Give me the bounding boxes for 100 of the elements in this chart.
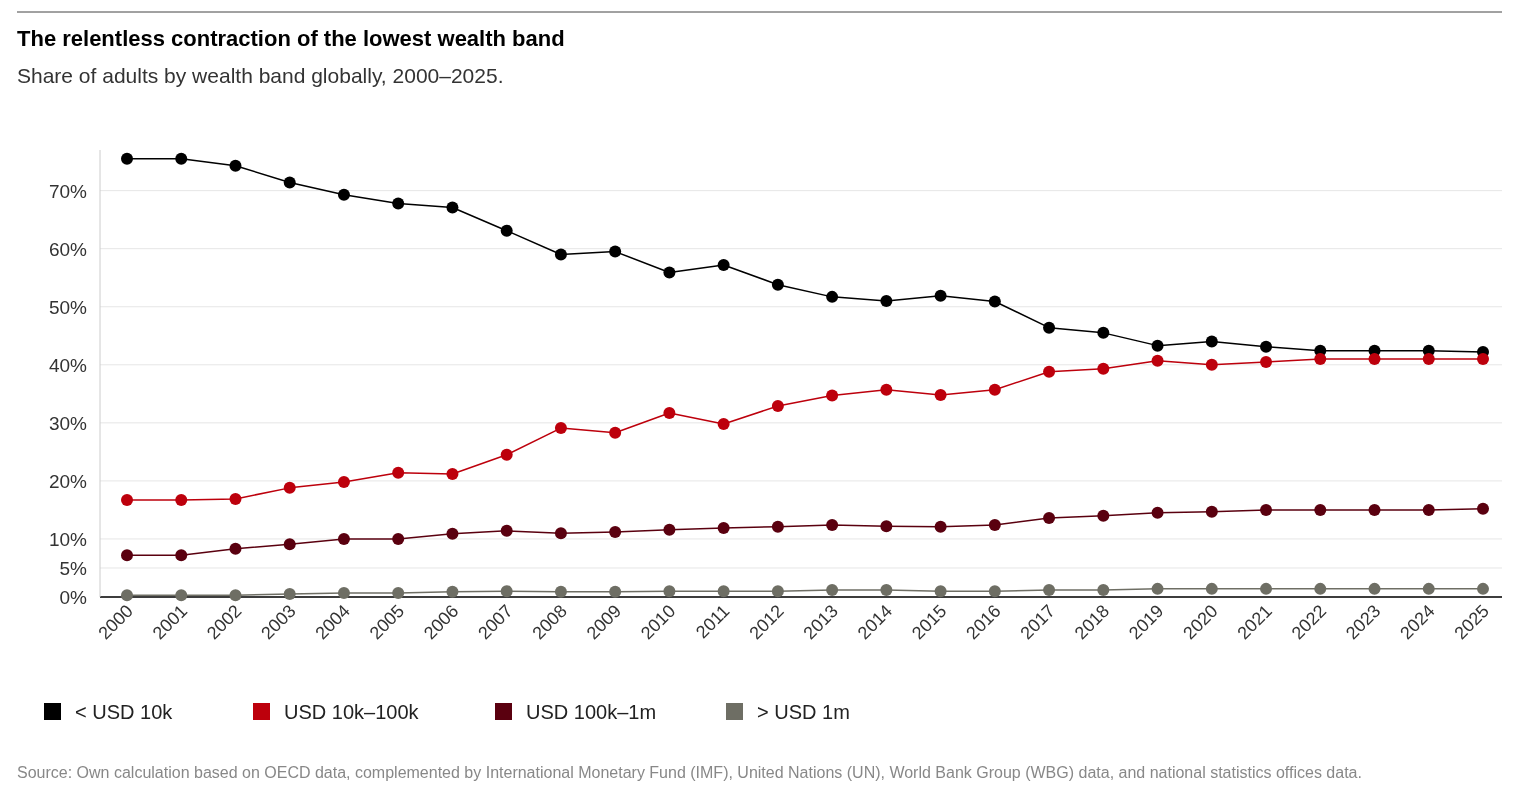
chart-title: The relentless contraction of the lowest wealth band	[17, 26, 565, 51]
point	[1368, 352, 1381, 365]
point	[1097, 326, 1110, 339]
point	[175, 549, 188, 562]
point	[826, 290, 839, 303]
point	[609, 245, 622, 258]
point	[446, 527, 459, 540]
point	[663, 585, 676, 598]
point	[663, 266, 676, 279]
y-tick-label: 40%	[48, 354, 88, 376]
point	[1477, 352, 1489, 365]
point	[1205, 505, 1218, 518]
point	[934, 585, 947, 598]
point	[175, 494, 188, 507]
point	[826, 519, 839, 532]
point	[1477, 502, 1489, 515]
legend-label: USD 100k–1m	[526, 701, 657, 723]
point	[121, 494, 133, 507]
point	[988, 383, 1001, 396]
point	[1151, 354, 1164, 367]
point	[229, 589, 242, 602]
point	[500, 448, 513, 461]
point	[717, 521, 730, 534]
point	[934, 388, 947, 401]
point	[826, 389, 839, 402]
legend-label: USD 10k–100k	[284, 701, 420, 723]
point	[1097, 584, 1110, 597]
point	[609, 426, 622, 439]
point	[554, 422, 567, 435]
point	[392, 197, 405, 210]
point	[934, 520, 947, 533]
y-tick-label: 20%	[48, 470, 88, 492]
point	[554, 585, 567, 598]
point	[1097, 362, 1110, 375]
point	[1043, 584, 1056, 597]
y-tick-label: 0%	[59, 587, 88, 608]
point	[1260, 355, 1273, 368]
point	[880, 584, 893, 597]
point	[229, 542, 242, 555]
point	[1205, 358, 1218, 371]
point	[771, 585, 784, 598]
point	[500, 524, 513, 537]
point	[880, 294, 893, 307]
y-tick-label: 60%	[48, 238, 88, 260]
point	[283, 538, 296, 551]
point	[229, 159, 242, 172]
point	[1422, 352, 1435, 365]
point	[988, 585, 1001, 598]
point	[175, 589, 188, 602]
point	[1422, 582, 1435, 595]
legend-label: < USD 10k	[75, 701, 174, 723]
point	[1205, 582, 1218, 595]
point	[500, 224, 513, 237]
point	[283, 481, 296, 494]
point	[771, 520, 784, 533]
point	[717, 585, 730, 598]
point	[663, 523, 676, 536]
point	[1368, 582, 1381, 595]
point	[717, 258, 730, 271]
point	[446, 467, 459, 480]
y-tick-label: 10%	[48, 528, 88, 550]
point	[1043, 365, 1056, 378]
point	[663, 406, 676, 419]
point	[175, 152, 188, 165]
point	[1260, 340, 1273, 353]
point	[229, 492, 242, 505]
point	[1260, 582, 1273, 595]
point	[609, 525, 622, 538]
legend-label: > USD 1m	[757, 701, 850, 723]
point	[826, 584, 839, 597]
source-note: Source: Own calculation based on OECD data, complemented by International Monetary Fund (IMF), United Nations (UN), World Bank Group (WBG) data, and national statistics offices data.	[17, 764, 1362, 781]
point	[121, 152, 133, 165]
point	[554, 527, 567, 540]
point	[609, 585, 622, 598]
point	[337, 532, 350, 545]
point	[988, 295, 1001, 308]
point	[880, 383, 893, 396]
point	[337, 476, 350, 489]
point	[1422, 503, 1435, 516]
point	[1477, 582, 1489, 595]
point	[1314, 582, 1327, 595]
point	[392, 532, 405, 545]
point	[717, 418, 730, 431]
y-tick-label: 5%	[59, 557, 88, 579]
chart-subtitle: Share of adults by wealth band globally, 2000–2025.	[17, 64, 504, 87]
point	[392, 586, 405, 599]
point	[337, 188, 350, 201]
y-tick-label: 70%	[48, 180, 88, 202]
point	[1043, 321, 1056, 334]
point	[392, 466, 405, 479]
point	[1368, 503, 1381, 516]
y-tick-label: 30%	[48, 412, 88, 434]
point	[988, 519, 1001, 532]
point	[500, 585, 513, 598]
point	[446, 201, 459, 214]
point	[1151, 506, 1164, 519]
point	[1151, 582, 1164, 595]
y-tick-label: 50%	[48, 296, 88, 318]
point	[446, 585, 459, 598]
point	[337, 586, 350, 599]
